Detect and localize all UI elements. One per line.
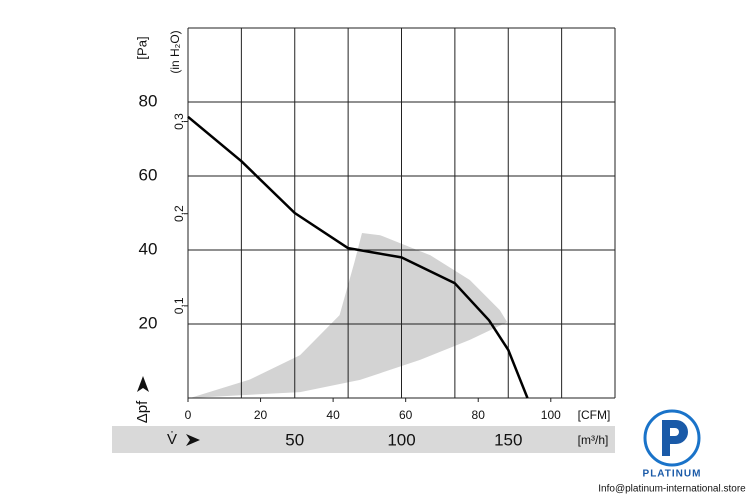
y-tick-label: 60 (139, 165, 158, 184)
y-tick-label: 80 (139, 91, 158, 110)
x2-tick-label: 60 (399, 408, 413, 422)
y-symbol: Δpf (134, 400, 151, 423)
series-line (187, 115, 529, 399)
logo-ring (643, 409, 701, 467)
logo-email: Info@platinum-international.store (598, 484, 746, 495)
logo-hole (670, 428, 679, 436)
x2-tick-label: 40 (326, 408, 340, 422)
x2-tick-label: 0 (185, 408, 192, 422)
y2-tick-label: 0,2 (172, 205, 186, 222)
x-unit-label: [m³/h] (578, 433, 609, 447)
x-axis-band (112, 426, 615, 453)
y2-unit-label: (in H₂O) (168, 30, 182, 73)
x-tick-label: 100 (387, 430, 415, 449)
y2-tick-label: 0,3 (172, 113, 186, 130)
x2-tick-label: 20 (254, 408, 268, 422)
x-tick-label: 150 (494, 430, 522, 449)
y2-tick-label: 0,1 (172, 297, 186, 314)
x-tick-label: 50 (285, 430, 304, 449)
y-tick-label: 20 (139, 313, 158, 332)
y-tick-label: 40 (139, 239, 158, 258)
logo-brand: PLATINUM (643, 469, 702, 480)
x2-tick-label: 100 (541, 408, 561, 422)
operating-region (190, 232, 508, 398)
x-arrow (186, 434, 200, 446)
logo: PLATINUM Info@platinum-international.sto… (598, 409, 746, 495)
y-arrow (137, 376, 149, 392)
logo-mark (662, 420, 688, 456)
x2-unit-label: [CFM] (578, 408, 611, 422)
x2-tick-label: 80 (472, 408, 486, 422)
y-unit-label: [Pa] (134, 36, 149, 59)
x-symbol: V̇ (167, 431, 177, 448)
